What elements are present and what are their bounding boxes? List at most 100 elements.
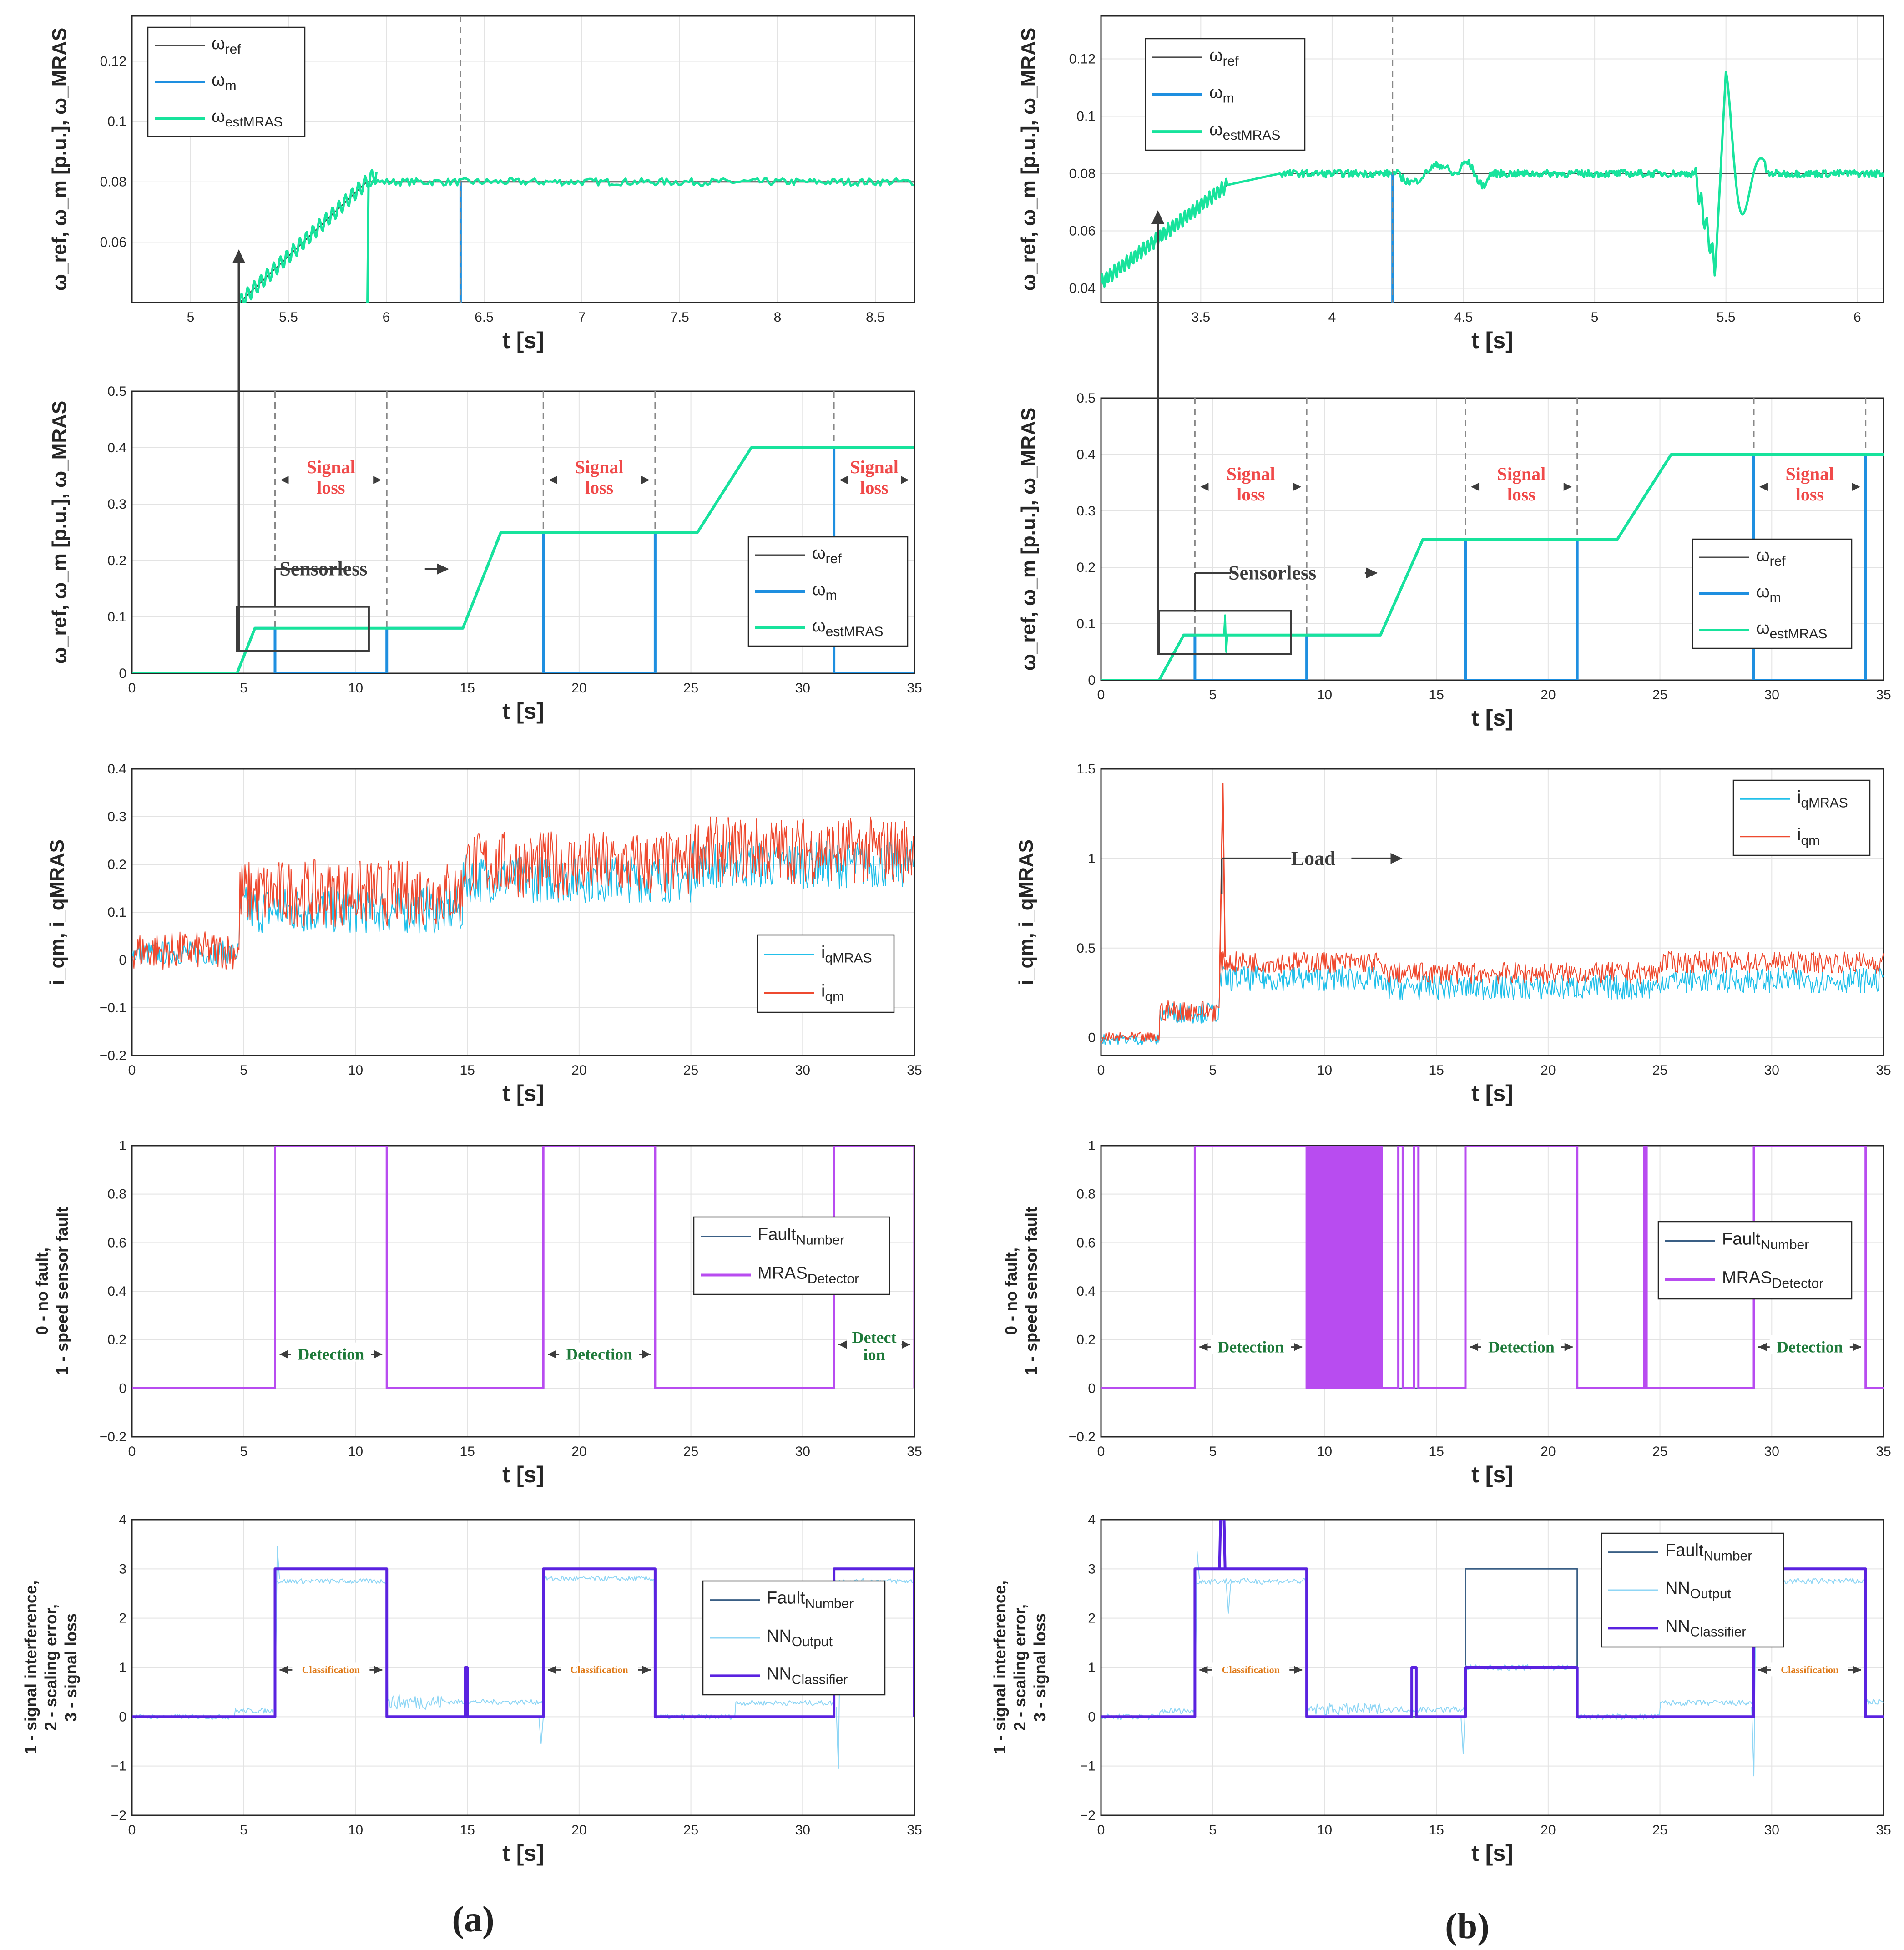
x-tick-label: 0 xyxy=(1097,1063,1105,1078)
plot-border xyxy=(131,768,915,1056)
legend-entry: iqm xyxy=(1797,825,1820,848)
x-tick-label: 20 xyxy=(571,1823,586,1838)
label-bg xyxy=(559,1342,640,1362)
x-tick-label: 4 xyxy=(1328,310,1336,325)
arrow-head xyxy=(1366,567,1378,579)
legend-entry: MRASDetector xyxy=(758,1264,859,1287)
detection-label: Detect xyxy=(852,1328,897,1346)
chart-b3: 0 5 10 15 20 25 30 35 0 0.5 1 1.5 t [s] i_qm, i_qMRAS… xyxy=(1015,762,1891,1106)
y-tick-label: 4 xyxy=(1088,1512,1096,1527)
y-tick-label: 0.2 xyxy=(107,553,126,568)
plot-border xyxy=(1100,15,1884,303)
x-tick-label: 6 xyxy=(1853,310,1861,325)
arrow-head xyxy=(279,1666,288,1674)
y-axis-label: ω_ref, ω_m [p.u.], ω_MRAS xyxy=(1017,408,1040,671)
x-axis-label: t [s] xyxy=(502,1462,544,1487)
legend-entry: NNClassifier xyxy=(767,1664,848,1687)
y-tick-label: 0.6 xyxy=(1076,1235,1096,1250)
x-tick-label: 35 xyxy=(1876,1444,1891,1459)
arrow-head xyxy=(901,476,909,484)
label-bg xyxy=(291,1342,371,1362)
chart-b5: 0 5 10 15 20 25 30 35 −2 −1 0 1 2 3 4 t [s] 1 - signal i… xyxy=(990,1512,1891,1866)
detection-label: Detection xyxy=(566,1345,632,1364)
x-tick-label: 15 xyxy=(1429,687,1444,702)
x-tick-label: 5.5 xyxy=(279,310,298,325)
y-tick-label: −2 xyxy=(1080,1808,1096,1823)
x-tick-label: 30 xyxy=(795,1444,810,1459)
plot-border xyxy=(131,390,915,674)
series-group xyxy=(1101,16,1884,303)
x-tick-label: 35 xyxy=(1876,1063,1891,1078)
series-group xyxy=(1101,783,1884,1046)
detection-label: Detection xyxy=(298,1345,364,1364)
legend-entry: iqMRAS xyxy=(821,943,872,966)
x-tick-label: 0 xyxy=(1097,1823,1105,1838)
y-tick-label: 0 xyxy=(119,953,126,968)
y-tick-label: 0.5 xyxy=(1076,941,1096,956)
spike xyxy=(1226,1583,1231,1614)
x-tick-label: 5.5 xyxy=(1717,310,1736,325)
chart-a1: 5 5.5 6 6.5 7 7.5 8 8.5 0.06 0.08 0.1 0.12 t [s] ω_re… xyxy=(48,15,915,353)
x-tick-label: 35 xyxy=(1876,687,1891,702)
arrow-head xyxy=(1852,483,1860,491)
plot-border xyxy=(131,15,915,303)
arrow-head xyxy=(839,476,848,484)
series-group xyxy=(1101,398,1884,680)
x-tick-label: 0 xyxy=(128,1823,136,1838)
sensorless-label: Sensorless xyxy=(279,558,367,580)
arrow-head xyxy=(437,563,449,575)
x-tick-label: 30 xyxy=(1764,687,1779,702)
panel-label-b: (b) xyxy=(1445,1906,1490,1946)
x-tick-label: 10 xyxy=(1317,1063,1332,1078)
arrow-head xyxy=(1199,1666,1208,1674)
y-tick-label: 1 xyxy=(1088,851,1096,866)
series-group xyxy=(132,391,914,673)
legend xyxy=(693,1216,890,1295)
y-tick-label: 0 xyxy=(1088,1031,1096,1046)
x-tick-label: 5 xyxy=(1209,1444,1217,1459)
y-axis-label: 1 - signal interference,2 - scaling erro… xyxy=(21,1581,80,1754)
x-tick-label: 20 xyxy=(571,681,586,696)
y-tick-label: 0 xyxy=(119,1709,126,1724)
legend xyxy=(1657,1221,1853,1300)
x-tick-label: 10 xyxy=(348,1823,363,1838)
x-axis-label: t [s] xyxy=(502,698,544,724)
chart-a5: 0 5 10 15 20 25 30 35 −2 −1 0 1 2 3 4 t [s] 1 - signal i… xyxy=(21,1512,922,1866)
arrow-head xyxy=(1471,483,1480,491)
y-tick-label: 0 xyxy=(1088,1381,1096,1396)
detection-label: Detection xyxy=(1217,1338,1284,1356)
y-tick-label: 0.08 xyxy=(1069,167,1096,182)
arrow-head xyxy=(641,476,650,484)
label-bg xyxy=(1771,1662,1848,1677)
x-tick-label: 10 xyxy=(348,1063,363,1078)
x-tick-label: 25 xyxy=(1652,1823,1667,1838)
y-tick-label: 0.4 xyxy=(107,1284,126,1299)
y-tick-label: 0.04 xyxy=(1069,281,1096,296)
signal-loss-label: loss xyxy=(1796,484,1824,505)
y-tick-label: 0.1 xyxy=(107,114,126,129)
legend-entry: NNOutput xyxy=(767,1627,833,1649)
legend-entry: ωref xyxy=(212,34,241,57)
y-tick-label: 0.3 xyxy=(107,809,126,824)
label-bg xyxy=(847,1326,902,1363)
x-tick-label: 0 xyxy=(128,1063,136,1078)
x-tick-label: 15 xyxy=(460,1063,475,1078)
x-tick-label: 35 xyxy=(907,1063,922,1078)
x-axis-label: t [s] xyxy=(1471,1840,1513,1866)
x-tick-label: 25 xyxy=(1652,687,1667,702)
legend-entry: FaultNumber xyxy=(1665,1541,1752,1564)
y-tick-label: 0.3 xyxy=(107,497,126,512)
legend-entry: MRASDetector xyxy=(1722,1268,1823,1291)
y-tick-label: 1.5 xyxy=(1076,762,1096,777)
signal-loss-label: Signal xyxy=(575,457,624,477)
zoom-arrow-head xyxy=(232,249,245,263)
x-tick-label: 5 xyxy=(187,310,195,325)
y-axis-label: i_qm, i_qMRAS xyxy=(1015,839,1037,985)
x-tick-label: 35 xyxy=(907,681,922,696)
x-tick-label: 8.5 xyxy=(866,310,885,325)
y-axis-label: ω_ref, ω_m [p.u.], ω_MRAS xyxy=(48,28,71,291)
detector-chatter xyxy=(1307,1146,1383,1389)
x-tick-label: 25 xyxy=(1652,1063,1667,1078)
detection-label: ion xyxy=(864,1345,885,1364)
y-tick-label: −0.1 xyxy=(100,1000,126,1015)
